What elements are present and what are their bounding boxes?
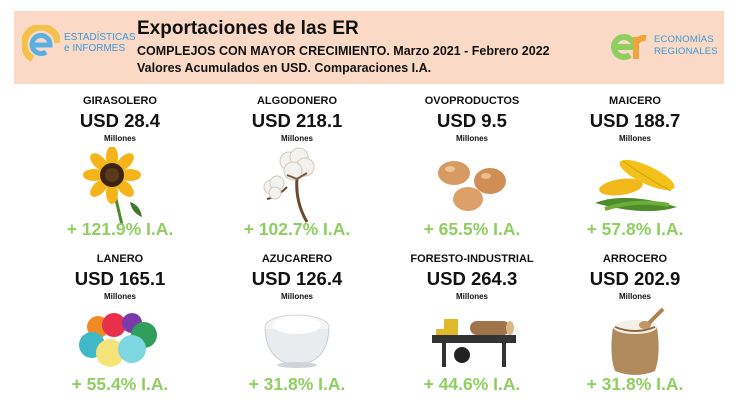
card-value: USD 202.9 [589,268,681,289]
card-arrocero: ARROCERO USD 202.9 Millones + 31.8% I.A. [550,253,720,403]
card-unit: Millones [455,292,488,301]
er-logo-icon [611,34,647,60]
card-name: GIRASOLERO [83,95,157,107]
logo-right-line2: REGIONALES [654,46,718,57]
card-growth: + 31.8% I.A. [586,374,684,394]
card-algodonero: ALGODONERO USD 218.1 Millones + 102.7% I… [212,95,382,245]
card-unit: Millones [280,292,313,301]
card-maicero: MAICERO USD 188.7 Millones + 57.8% I.A. [550,95,720,245]
card-unit: Millones [618,134,651,143]
card-name: AZUCARERO [261,253,333,265]
sawmill-icon [422,305,522,383]
page-subtitle-2: Valores Acumulados en USD. Comparaciones… [137,61,432,75]
sugar-bowl-icon [247,305,347,383]
card-value: USD 165.1 [74,268,166,289]
card-value: USD 28.4 [79,110,161,131]
card-unit: Millones [280,134,313,143]
card-name: FORESTO-INDUSTRIAL [410,253,534,265]
card-lanero: LANERO USD 165.1 Millones + 55.4% I.A. [35,253,205,403]
card-growth: + 102.7% I.A. [243,219,351,239]
card-unit: Millones [455,134,488,143]
card-name: MAICERO [609,95,661,107]
header-banner: ESTADÍSTICAS e INFORMES Exportaciones de… [14,11,724,84]
er-logo-icon [22,25,60,63]
logo-right-line1: ECONOMÍAS [654,34,714,45]
eggs-icon [422,147,522,225]
card-foresto-industrial: FORESTO-INDUSTRIAL USD 264.3 Millones + … [387,253,557,403]
yarn-icon [70,305,170,383]
card-value: USD 188.7 [589,110,681,131]
estadisticas-logo: ESTADÍSTICAS e INFORMES [22,25,140,65]
card-growth: + 57.8% I.A. [586,219,684,239]
card-growth: + 65.5% I.A. [423,219,521,239]
cotton-icon [247,147,347,225]
card-value: USD 264.3 [426,268,518,289]
card-value: USD 126.4 [251,268,343,289]
card-ovoproductos: OVOPRODUCTOS USD 9.5 Millones + 65.5% I.… [387,95,557,245]
card-name: ALGODONERO [256,95,338,107]
page-title: Exportaciones de las ER [137,18,359,39]
card-value: USD 218.1 [251,110,343,131]
card-unit: Millones [103,134,136,143]
card-unit: Millones [618,292,651,301]
card-name: ARROCERO [602,253,668,265]
economias-regionales-logo: ECONOMÍAS REGIONALES [610,25,720,67]
page-subtitle: COMPLEJOS CON MAYOR CRECIMIENTO. Marzo 2… [137,44,550,58]
card-unit: Millones [103,292,136,301]
card-name: OVOPRODUCTOS [424,95,520,107]
card-growth: + 121.9% I.A. [66,219,174,239]
card-growth: + 44.6% I.A. [423,374,521,394]
card-girasolero: GIRASOLERO USD 28.4 Millones [35,95,205,245]
sunflower-icon [70,146,170,226]
card-value: USD 9.5 [437,110,507,131]
card-name: LANERO [96,253,144,265]
logo-left-line2: e INFORMES [64,43,126,54]
card-growth: + 31.8% I.A. [248,374,346,394]
corn-icon [585,147,685,225]
logo-left-line1: ESTADÍSTICAS [64,32,136,43]
rice-sack-icon [585,305,685,383]
card-growth: + 55.4% I.A. [71,374,169,394]
card-azucarero: AZUCARERO USD 126.4 Millones + 31.8% I.A… [212,253,382,403]
